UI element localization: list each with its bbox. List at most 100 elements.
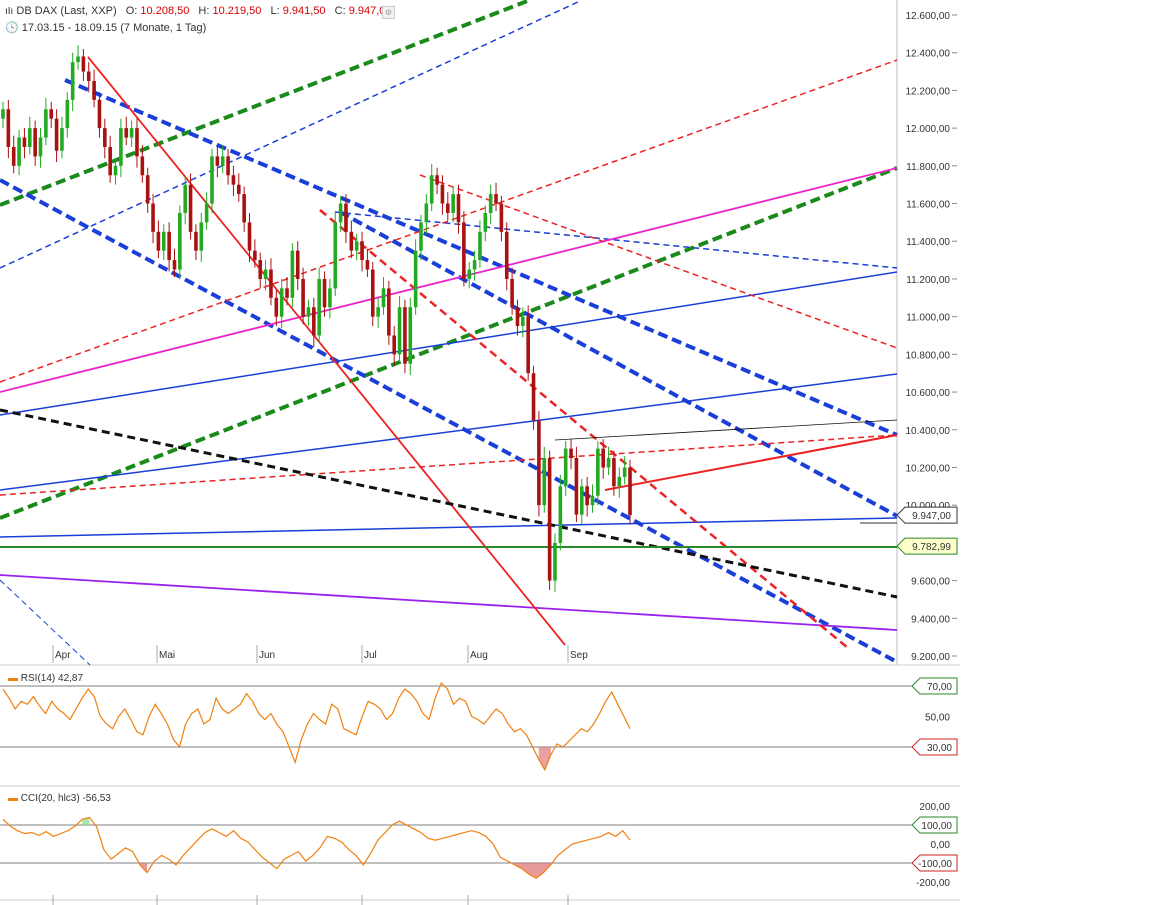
candle-body bbox=[445, 203, 450, 213]
candle-body bbox=[563, 448, 568, 487]
candle-body bbox=[451, 194, 455, 213]
cci-panel: ▬ CCI(20, hlc3) -56,53 200,00 0,00 -200,00… bbox=[0, 793, 958, 889]
price-tags: 9.947,00 9.782,99 bbox=[896, 506, 958, 555]
candle-body bbox=[403, 307, 407, 364]
candle-body bbox=[129, 128, 134, 138]
candle-body bbox=[462, 222, 466, 279]
candle-body bbox=[1, 109, 5, 119]
y-tick-label: 11.400,00 bbox=[906, 237, 950, 248]
y-tick-label: 10.800,00 bbox=[906, 350, 951, 361]
candle-body bbox=[365, 260, 370, 270]
candle-body bbox=[333, 222, 338, 289]
candle-body bbox=[606, 458, 611, 468]
candle-body bbox=[628, 467, 632, 516]
x-tick-label: Sep bbox=[570, 650, 588, 661]
clock-icon: 🕓 bbox=[5, 22, 19, 34]
candle-body bbox=[456, 194, 461, 223]
candle-body bbox=[113, 165, 118, 176]
candle-body bbox=[569, 448, 573, 459]
blue-solid-1 bbox=[0, 271, 898, 416]
cci-tick-label: 0,00 bbox=[931, 840, 951, 851]
y-tick-label: 11.000,00 bbox=[906, 313, 950, 324]
red-dashed-3 bbox=[419, 174, 898, 349]
rsi-level-label: 70,00 bbox=[927, 682, 952, 693]
candle-body bbox=[22, 137, 27, 147]
candle-body bbox=[54, 118, 59, 151]
y-tick-label: 12.600,00 bbox=[906, 11, 951, 22]
candle-body bbox=[258, 260, 263, 279]
y-tick-label: 9.200,00 bbox=[911, 652, 950, 663]
open-label: O: bbox=[125, 5, 138, 17]
candle-body bbox=[44, 109, 48, 138]
candle-body bbox=[263, 269, 268, 279]
cci-oversold-fill bbox=[514, 863, 551, 879]
candle-body bbox=[167, 231, 171, 261]
y-tick-label: 10.200,00 bbox=[906, 463, 951, 474]
candle-body bbox=[124, 128, 129, 138]
candle-body bbox=[242, 194, 246, 223]
candle-body bbox=[344, 203, 348, 232]
candle-body bbox=[542, 458, 547, 506]
period-row: 🕓 17.03.15 - 18.09.15 (7 Monate, 1 Tag) bbox=[5, 21, 206, 34]
rsi-level-tag bbox=[911, 738, 958, 756]
candle-body bbox=[526, 316, 530, 374]
candle-body bbox=[27, 128, 32, 147]
cci-level-label: 100,00 bbox=[921, 821, 952, 832]
candle-body bbox=[360, 241, 364, 261]
cci-level-label: -100,00 bbox=[918, 859, 952, 870]
candle-body bbox=[103, 128, 107, 147]
candle-body bbox=[49, 109, 54, 119]
candle-body bbox=[306, 307, 311, 317]
y-tick-label: 9.400,00 bbox=[911, 614, 950, 625]
period-text: 17.03.15 - 18.09.15 (7 Monate, 1 Tag) bbox=[21, 22, 207, 34]
candle-body bbox=[295, 250, 300, 279]
candle-body bbox=[435, 175, 439, 185]
bars-icon: ıIı bbox=[5, 6, 14, 17]
y-tick-label: 11.800,00 bbox=[906, 162, 950, 173]
rsi-label: ▬ RSI(14) 42,87 bbox=[8, 673, 83, 684]
candle-body bbox=[387, 288, 391, 336]
candle-body bbox=[424, 203, 429, 223]
candle-body bbox=[274, 297, 279, 317]
purple-line bbox=[0, 574, 898, 631]
candle-body bbox=[547, 458, 552, 581]
candle-body bbox=[322, 278, 327, 308]
blue-thin-dashed-2 bbox=[334, 211, 898, 269]
candle-body bbox=[97, 99, 102, 129]
candle-body bbox=[140, 156, 145, 176]
blue-solid-2 bbox=[0, 373, 898, 491]
instrument-title: DB DAX (Last, XXP) bbox=[16, 5, 117, 17]
candle-body bbox=[499, 203, 504, 232]
candle-body bbox=[558, 486, 563, 543]
candle-body bbox=[279, 288, 284, 317]
header-settings-icon[interactable]: ⚙ bbox=[382, 6, 395, 19]
candle-body bbox=[328, 288, 332, 308]
candle-body bbox=[478, 231, 482, 261]
candle-body bbox=[413, 250, 418, 308]
cci-line bbox=[2, 816, 631, 879]
candle-body bbox=[612, 458, 616, 487]
candle-body bbox=[38, 137, 43, 157]
candle-body bbox=[151, 203, 155, 232]
candle-body bbox=[574, 458, 579, 515]
candle-body bbox=[622, 467, 627, 477]
candle-body bbox=[60, 128, 64, 151]
candle-body bbox=[172, 260, 177, 270]
candle-body bbox=[338, 203, 343, 223]
candle-body bbox=[226, 156, 230, 176]
y-tick-label: 9.600,00 bbox=[911, 577, 950, 588]
x-tick-label: Apr bbox=[55, 650, 71, 661]
candle-body bbox=[92, 80, 96, 100]
black-dashed bbox=[0, 408, 898, 599]
blue-thick-dashed-lower bbox=[0, 178, 898, 664]
candle-body bbox=[397, 307, 402, 355]
candle-body bbox=[290, 250, 295, 298]
candle-body bbox=[537, 420, 541, 506]
y-tick-label: 11.200,00 bbox=[906, 275, 950, 286]
candle-body bbox=[6, 109, 11, 147]
candle-body bbox=[33, 128, 37, 157]
x-tick-label: Jun bbox=[259, 650, 275, 661]
candle-body bbox=[145, 175, 150, 204]
candle-body bbox=[370, 269, 375, 317]
